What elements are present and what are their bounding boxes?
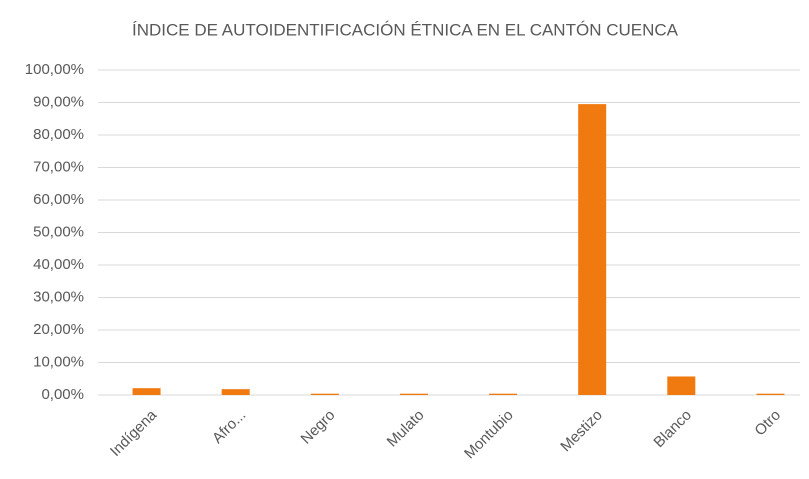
bar — [310, 393, 339, 395]
x-tick-label: Afro... — [209, 407, 249, 447]
x-tick-label: Mestizo — [557, 407, 606, 456]
bar — [399, 393, 428, 395]
bar — [756, 393, 785, 395]
x-tick-label: Mulato — [384, 407, 428, 451]
y-tick-label: 30,00% — [33, 288, 84, 305]
x-tick-label: Negro — [298, 407, 339, 448]
y-tick-label: 80,00% — [33, 126, 84, 143]
bar — [132, 388, 161, 395]
x-tick-label: Blanco — [650, 407, 694, 451]
y-tick-label: 90,00% — [33, 93, 84, 110]
y-tick-label: 70,00% — [33, 158, 84, 175]
x-tick-label: Otro — [751, 407, 784, 440]
y-tick-label: 0,00% — [41, 386, 84, 403]
bar — [667, 376, 696, 395]
bar — [489, 393, 518, 395]
x-tick-label: Indígena — [107, 406, 161, 460]
y-tick-label: 20,00% — [33, 321, 84, 338]
bar — [578, 104, 607, 395]
chart-title: ÍNDICE DE AUTOIDENTIFICACIÓN ÉTNICA EN E… — [132, 20, 679, 39]
y-tick-label: 60,00% — [33, 191, 84, 208]
bar — [221, 389, 250, 395]
y-tick-label: 100,00% — [25, 61, 84, 78]
y-tick-label: 40,00% — [33, 256, 84, 273]
x-tick-label: Montubio — [461, 407, 517, 463]
y-tick-label: 10,00% — [33, 353, 84, 370]
y-tick-label: 50,00% — [33, 223, 84, 240]
